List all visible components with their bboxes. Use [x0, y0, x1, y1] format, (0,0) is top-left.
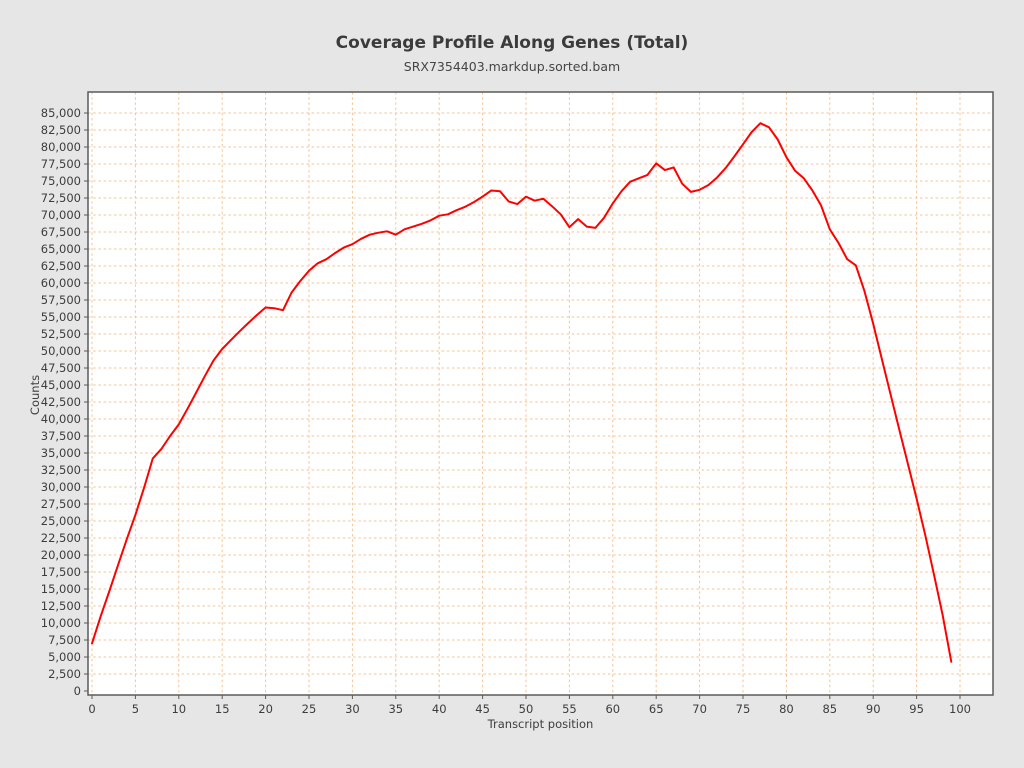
chart-subtitle: SRX7354403.markdup.sorted.bam — [403, 59, 621, 74]
y-tick-label: 25,000 — [41, 514, 81, 528]
y-tick-label: 52,500 — [41, 327, 81, 341]
y-tick-label: 17,500 — [41, 565, 81, 579]
grid-layer — [88, 92, 993, 695]
y-tick-label: 5,000 — [48, 650, 81, 664]
x-tick-label: 40 — [432, 702, 447, 716]
y-tick-label: 27,500 — [41, 497, 81, 511]
y-tick-label: 2,500 — [48, 667, 81, 681]
y-tick-label: 35,000 — [41, 446, 81, 460]
y-tick-label: 32,500 — [41, 463, 81, 477]
x-tick-label: 25 — [302, 702, 317, 716]
x-tick-label: 80 — [779, 702, 794, 716]
x-tick-label: 85 — [822, 702, 837, 716]
y-tick-label: 10,000 — [41, 616, 81, 630]
y-tick-label: 40,000 — [41, 412, 81, 426]
plot-border — [87, 91, 994, 696]
y-tick-label: 12,500 — [41, 599, 81, 613]
y-tick-label: 42,500 — [41, 395, 81, 409]
x-tick-label: 70 — [692, 702, 707, 716]
x-tick-label: 10 — [171, 702, 186, 716]
y-tick-label: 80,000 — [41, 140, 81, 154]
y-tick-label: 67,500 — [41, 225, 81, 239]
chart-title: Coverage Profile Along Genes (Total) — [335, 33, 689, 53]
y-tick-label: 22,500 — [41, 531, 81, 545]
y-tick-label: 37,500 — [41, 429, 81, 443]
x-tick-label: 60 — [605, 702, 620, 716]
y-tick-label: 30,000 — [41, 480, 81, 494]
x-tick-label: 0 — [88, 702, 95, 716]
x-tick-label: 15 — [215, 702, 230, 716]
x-tick-label: 100 — [949, 702, 971, 716]
x-tick-label: 20 — [258, 702, 273, 716]
y-tick-label: 0 — [74, 684, 81, 698]
x-tick-label: 95 — [909, 702, 924, 716]
plot-area — [88, 92, 993, 695]
y-tick-label: 50,000 — [41, 344, 81, 358]
y-tick-label: 47,500 — [41, 361, 81, 375]
x-tick-label: 90 — [866, 702, 881, 716]
x-tick-label: 50 — [519, 702, 534, 716]
x-tick-label: 65 — [649, 702, 664, 716]
x-tick-label: 55 — [562, 702, 577, 716]
coverage-line — [91, 122, 953, 663]
y-tick-label: 82,500 — [41, 123, 81, 137]
x-axis-label: Transcript position — [487, 717, 594, 731]
y-tick-label: 60,000 — [41, 276, 81, 290]
y-tick-label: 62,500 — [41, 259, 81, 273]
y-tick-label: 55,000 — [41, 310, 81, 324]
y-tick-label: 77,500 — [41, 157, 81, 171]
tick-labels: 0 2,500 5,000 7,500 10,000 12,500 15,000 17,500… — [41, 106, 971, 716]
y-tick-label: 57,500 — [41, 293, 81, 307]
x-tick-label: 30 — [345, 702, 360, 716]
y-tick-label: 75,000 — [41, 174, 81, 188]
y-tick-label: 72,500 — [41, 191, 81, 205]
y-tick-label: 65,000 — [41, 242, 81, 256]
x-tick-label: 35 — [388, 702, 403, 716]
y-tick-label: 70,000 — [41, 208, 81, 222]
x-tick-label: 5 — [132, 702, 139, 716]
y-tick-label: 15,000 — [41, 582, 81, 596]
y-tick-label: 45,000 — [41, 378, 81, 392]
y-tick-label: 85,000 — [41, 106, 81, 120]
y-axis-label: Counts — [28, 374, 42, 416]
y-tick-label: 20,000 — [41, 548, 81, 562]
y-tick-label: 7,500 — [48, 633, 81, 647]
x-tick-label: 75 — [736, 702, 751, 716]
x-tick-label: 45 — [475, 702, 490, 716]
